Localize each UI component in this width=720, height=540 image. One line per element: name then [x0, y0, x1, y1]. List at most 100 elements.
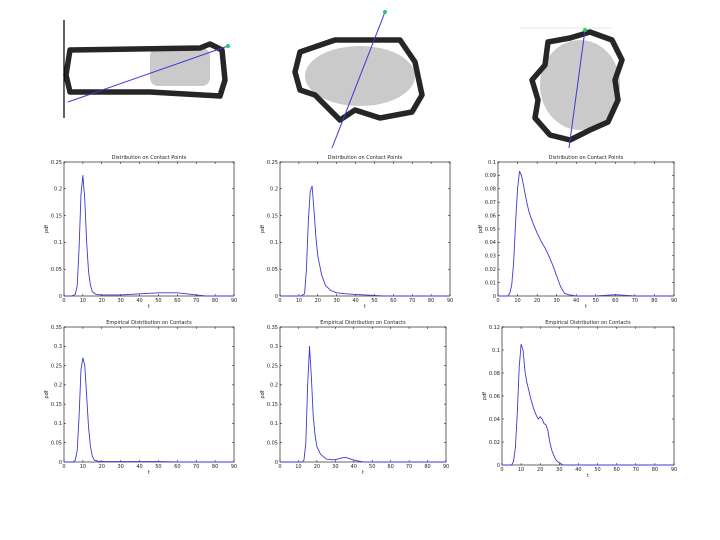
- x-tick-label: 70: [193, 298, 199, 304]
- x-tick-label: 0: [278, 464, 281, 470]
- x-tick-label: 90: [671, 298, 677, 304]
- pdf-series-line: [280, 345, 446, 463]
- y-axis-label: pdf: [44, 225, 50, 233]
- x-tick-label: 0: [496, 298, 499, 304]
- x-tick-label: 60: [174, 298, 180, 304]
- y-tick-label: 0.25: [267, 363, 278, 369]
- pdf-series-line: [280, 185, 450, 297]
- plot-frame: [501, 326, 675, 466]
- plot-frame: [279, 161, 451, 297]
- x-tick-label: 80: [212, 464, 218, 470]
- y-tick-label: 0: [59, 294, 62, 300]
- plot-frame: [63, 161, 235, 297]
- x-tick-label: 50: [593, 298, 599, 304]
- y-tick-label: 0.06: [485, 213, 496, 219]
- y-axis-label: pdf: [482, 392, 488, 400]
- x-tick-label: 40: [575, 467, 581, 473]
- x-tick-label: 30: [553, 298, 559, 304]
- x-tick-label: 60: [174, 464, 180, 470]
- x-tick-label: 40: [136, 298, 142, 304]
- x-tick-label: 60: [613, 467, 619, 473]
- x-tick-label: 60: [390, 298, 396, 304]
- y-tick-label: 0.2: [54, 383, 62, 389]
- chart-title: Distribution on Contact Points: [112, 155, 187, 161]
- y-tick-label: 0.09: [485, 173, 496, 179]
- x-tick-label: 50: [371, 298, 377, 304]
- x-tick-label: 70: [193, 464, 199, 470]
- y-axis-label: pdf: [260, 225, 266, 233]
- y-axis-label: pdf: [478, 225, 484, 233]
- x-tick-label: 20: [314, 464, 320, 470]
- x-tick-label: 10: [295, 464, 301, 470]
- y-tick-label: 0.12: [489, 325, 500, 331]
- y-tick-label: 0.05: [267, 267, 278, 273]
- x-axis-label: t: [148, 470, 150, 476]
- chart-title: Distribution on Contact Points: [328, 155, 403, 161]
- x-tick-label: 40: [136, 464, 142, 470]
- y-tick-label: 0: [59, 460, 62, 466]
- x-tick-label: 90: [447, 298, 453, 304]
- chart-title: Empirical Distribution on Contacts: [320, 320, 406, 326]
- x-tick-label: 70: [633, 467, 639, 473]
- y-tick-label: 0.25: [51, 160, 62, 166]
- y-tick-label: 0.05: [51, 441, 62, 447]
- y-tick-label: 0.2: [54, 187, 62, 193]
- x-tick-label: 50: [155, 298, 161, 304]
- x-tick-label: 20: [99, 298, 105, 304]
- x-tick-label: 20: [315, 298, 321, 304]
- x-tick-label: 50: [155, 464, 161, 470]
- x-tick-label: 90: [671, 467, 677, 473]
- y-tick-label: 0.06: [489, 394, 500, 400]
- y-tick-label: 0.1: [270, 240, 278, 246]
- chart-2: Distribution on Contact Points 0 10 20 30 40 5…: [260, 155, 453, 310]
- x-tick-label: 90: [231, 464, 237, 470]
- x-tick-label: 20: [99, 464, 105, 470]
- x-tick-label: 80: [428, 298, 434, 304]
- x-tick-label: 30: [333, 298, 339, 304]
- x-tick-label: 40: [352, 298, 358, 304]
- x-tick-label: 70: [409, 298, 415, 304]
- y-tick-label: 0.15: [267, 402, 278, 408]
- x-tick-label: 80: [652, 467, 658, 473]
- y-tick-label: 0.15: [51, 213, 62, 219]
- y-tick-label: 0: [275, 294, 278, 300]
- y-axis-label: pdf: [260, 390, 266, 398]
- x-tick-label: 30: [117, 464, 123, 470]
- y-tick-label: 0.15: [51, 402, 62, 408]
- x-tick-label: 90: [231, 298, 237, 304]
- y-tick-label: 0: [493, 294, 496, 300]
- y-tick-label: 0.25: [267, 160, 278, 166]
- chart-6: Empirical Distribution on Contacts 0 10 20 3…: [482, 320, 677, 479]
- shape-rectangle: [63, 20, 230, 118]
- x-tick-label: 30: [332, 464, 338, 470]
- y-tick-label: 0.02: [485, 267, 496, 273]
- x-tick-label: 10: [518, 467, 524, 473]
- y-tick-label: 0.1: [270, 421, 278, 427]
- y-tick-label: 0.1: [54, 240, 62, 246]
- shape-wavy-circle: [520, 27, 625, 149]
- y-tick-label: 0.25: [51, 363, 62, 369]
- chart-title: Distribution on Contact Points: [549, 155, 624, 161]
- x-tick-label: 90: [443, 464, 449, 470]
- x-tick-label: 20: [534, 298, 540, 304]
- plot-frame: [497, 161, 675, 297]
- x-tick-label: 10: [514, 298, 520, 304]
- pdf-series-line: [64, 174, 234, 297]
- x-tick-label: 0: [500, 467, 503, 473]
- y-tick-label: 0.05: [267, 441, 278, 447]
- y-tick-label: 0.03: [485, 254, 496, 260]
- x-tick-label: 30: [117, 298, 123, 304]
- x-tick-label: 60: [387, 464, 393, 470]
- x-tick-label: 40: [573, 298, 579, 304]
- chart-5: Empirical Distribution on Contacts 0 10 20 3…: [260, 320, 449, 476]
- x-tick-label: 60: [612, 298, 618, 304]
- y-tick-label: 0.1: [54, 421, 62, 427]
- x-axis-label: t: [362, 470, 364, 476]
- y-tick-label: 0: [497, 463, 500, 469]
- pdf-series-line: [64, 357, 234, 463]
- chart-4: Empirical Distribution on Contacts 0 10 20 3…: [44, 320, 237, 476]
- x-tick-label: 0: [62, 464, 65, 470]
- chart-1: Distribution on Contact Points 0 10 20 30 40 5…: [44, 155, 237, 310]
- y-tick-label: 0.02: [489, 440, 500, 446]
